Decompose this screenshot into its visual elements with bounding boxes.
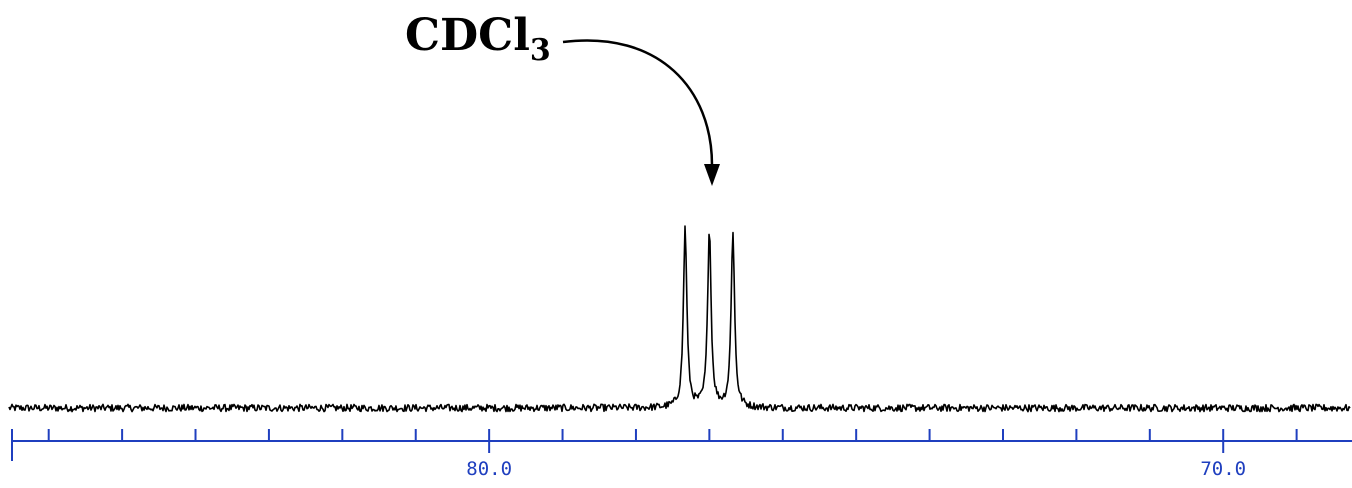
annotation-arrow-curve — [562, 39, 714, 166]
annotation-group: CDCl3 — [405, 10, 720, 186]
solvent-annotation-label: CDCl3 — [405, 10, 551, 68]
solvent-annotation-subscript: 3 — [530, 33, 551, 68]
axis-tick-label: 70.0 — [1200, 458, 1246, 480]
annotation-arrow-head — [704, 164, 720, 186]
axis-tick-label: 80.0 — [466, 458, 512, 480]
solvent-annotation-text: CDCl — [405, 10, 530, 61]
spectrum-trace — [8, 225, 1351, 413]
ppm-axis: 80.0 70.0 — [11, 429, 1352, 480]
